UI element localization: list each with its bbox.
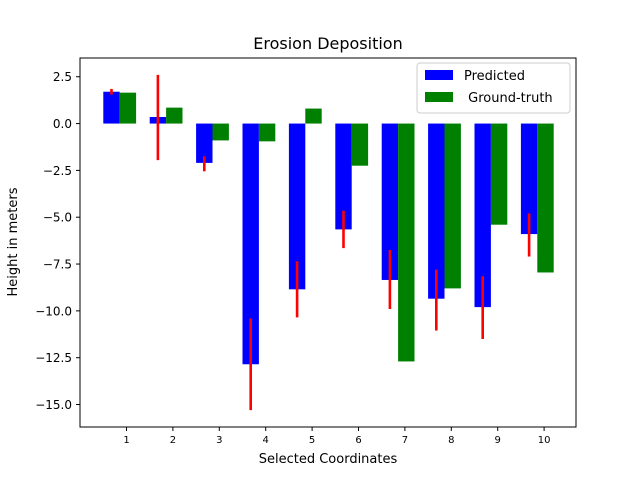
bar-ground-truth-4 [258, 123, 276, 142]
bar-ground-truth-6 [351, 123, 369, 166]
bar-ground-truth-9 [490, 123, 508, 225]
bar-predicted-6 [335, 123, 352, 230]
bar-predicted-7 [381, 123, 399, 280]
x-tick-label: 9 [495, 435, 501, 446]
y-tick-label: −15.0 [35, 398, 72, 412]
bar-predicted-3 [196, 123, 213, 163]
legend-frame [416, 62, 571, 114]
x-tick-label: 4 [263, 435, 269, 446]
bar-predicted-5 [288, 123, 306, 290]
x-axis-label: Selected Coordinates [259, 452, 398, 467]
y-tick-label: −5.0 [43, 211, 72, 225]
y-tick-label: −12.5 [35, 351, 72, 365]
legend-swatch-predicted [425, 70, 453, 80]
x-tick-label: 6 [355, 435, 361, 446]
y-axis-label: Height in meters [6, 187, 21, 296]
bar-predicted-1 [103, 91, 120, 124]
legend: Predicted Ground-truth [416, 62, 571, 114]
y-tick-label: −7.5 [43, 258, 72, 272]
x-tick-label: 3 [216, 435, 222, 446]
x-tick-label: 8 [448, 435, 454, 446]
y-tick-label: 2.5 [53, 70, 72, 84]
plot-area: 2.5 0.0 −2.5 −5.0 −7.5 −10.0 −12.5 −15.0 1 2 3 4 5 6 7… [35, 57, 577, 446]
bar-predicted-9 [474, 123, 491, 308]
bar-predicted-8 [428, 123, 445, 299]
bar-predicted-10 [520, 123, 538, 235]
bar-ground-truth-10 [537, 123, 554, 273]
y-tick-label: 0.0 [53, 117, 72, 131]
bar-ground-truth-1 [119, 92, 137, 124]
x-tick-label: 5 [309, 435, 315, 446]
axes-frame [79, 57, 577, 428]
x-tick-label: 1 [123, 435, 129, 446]
legend-label-ground-truth: Ground-truth [464, 91, 553, 106]
bar-ground-truth-7 [398, 123, 415, 362]
legend-label-predicted: Predicted [464, 69, 525, 84]
bar-predicted-4 [242, 123, 259, 365]
chart-title: Erosion Deposition [253, 34, 402, 53]
bar-ground-truth-3 [212, 123, 229, 141]
y-tick-label: −2.5 [43, 164, 72, 178]
x-tick-label: 10 [538, 435, 551, 446]
x-tick-label: 2 [170, 435, 176, 446]
bar-ground-truth-2 [166, 107, 183, 124]
legend-swatch-ground-truth [425, 92, 453, 102]
y-tick-label: −10.0 [35, 304, 72, 318]
bar-ground-truth-8 [444, 123, 461, 289]
x-tick-label: 7 [402, 435, 408, 446]
bar-ground-truth-5 [305, 108, 322, 124]
